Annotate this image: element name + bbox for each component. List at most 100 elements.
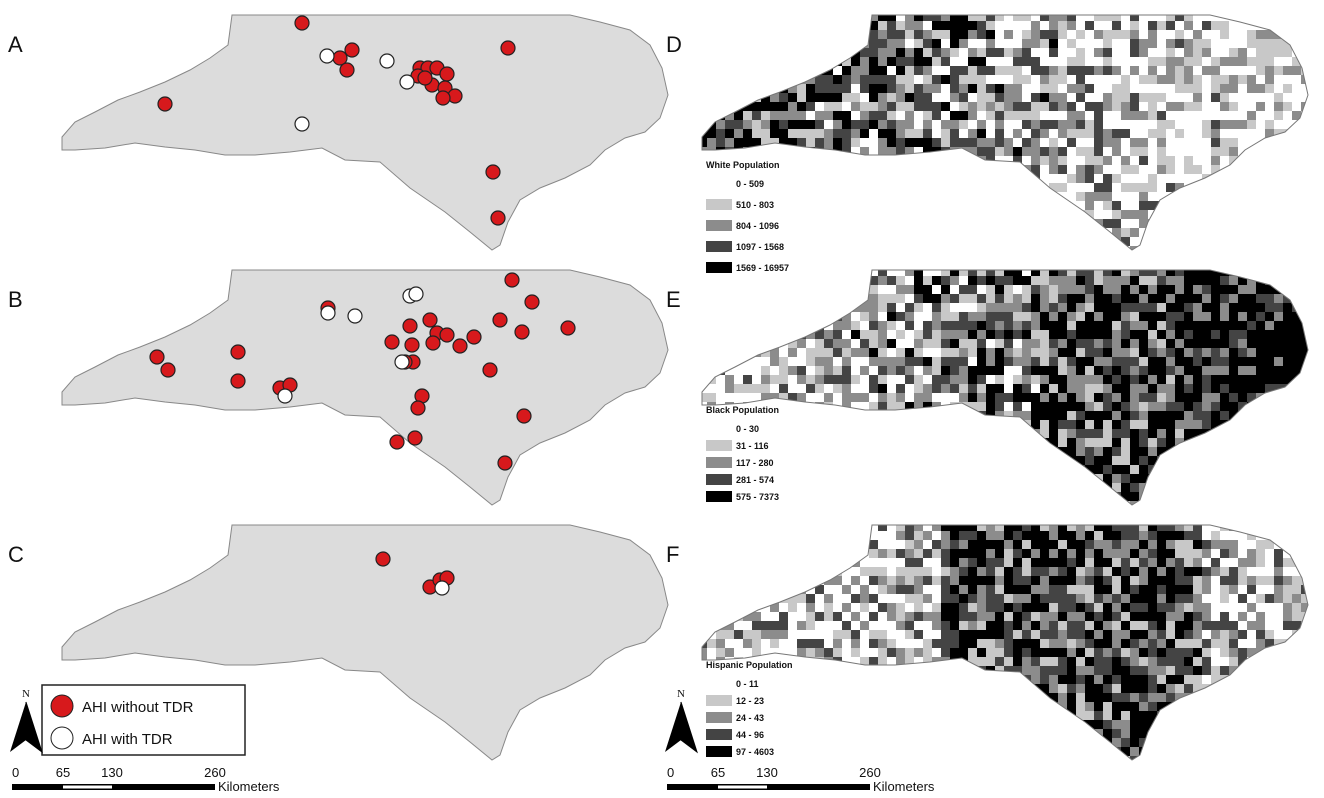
tract <box>968 285 977 294</box>
tract <box>1040 621 1049 630</box>
tract <box>1175 84 1184 93</box>
tract <box>1184 612 1193 621</box>
legend-class: 0 - 30 <box>736 424 759 434</box>
tract <box>1148 567 1157 576</box>
tract <box>1085 294 1094 303</box>
tract <box>1076 438 1085 447</box>
tract <box>1094 165 1103 174</box>
tract <box>1283 57 1292 66</box>
tract <box>1040 39 1049 48</box>
tract <box>1103 30 1112 39</box>
tract <box>1094 321 1103 330</box>
tract <box>914 294 923 303</box>
tract <box>968 594 977 603</box>
tract <box>1202 303 1211 312</box>
tract <box>878 138 887 147</box>
tract <box>1274 303 1283 312</box>
tract <box>1256 540 1265 549</box>
tract <box>1022 567 1031 576</box>
tract <box>914 348 923 357</box>
tract <box>1211 357 1220 366</box>
tract <box>1040 540 1049 549</box>
tract <box>1220 129 1229 138</box>
tract <box>1130 648 1139 657</box>
tract <box>977 303 986 312</box>
tract <box>1112 621 1121 630</box>
tract <box>959 120 968 129</box>
tract <box>761 366 770 375</box>
tract <box>770 639 779 648</box>
tract <box>932 531 941 540</box>
tract <box>923 639 932 648</box>
tract <box>977 66 986 75</box>
tract <box>1004 393 1013 402</box>
tract <box>986 585 995 594</box>
tract <box>842 612 851 621</box>
tract <box>1139 357 1148 366</box>
tract <box>770 102 779 111</box>
tract <box>1166 438 1175 447</box>
tract <box>932 621 941 630</box>
tract <box>905 639 914 648</box>
tract <box>1148 102 1157 111</box>
tract <box>869 612 878 621</box>
tract <box>1283 102 1292 111</box>
tract <box>1031 402 1040 411</box>
tract <box>851 339 860 348</box>
tract <box>1031 102 1040 111</box>
tract <box>1256 39 1265 48</box>
tract <box>1058 576 1067 585</box>
tract <box>905 312 914 321</box>
tract <box>1283 321 1292 330</box>
tract <box>977 75 986 84</box>
tract <box>1067 129 1076 138</box>
tract <box>1238 576 1247 585</box>
tract <box>1175 321 1184 330</box>
tract <box>1157 84 1166 93</box>
case-point <box>493 313 507 327</box>
tract <box>1085 357 1094 366</box>
tract <box>1103 540 1112 549</box>
tract <box>815 366 824 375</box>
tract <box>1202 558 1211 567</box>
tract <box>1175 411 1184 420</box>
tract <box>806 612 815 621</box>
tract <box>1157 375 1166 384</box>
tract <box>1013 57 1022 66</box>
tract <box>905 384 914 393</box>
tract <box>1076 420 1085 429</box>
tract <box>1094 30 1103 39</box>
tract <box>1292 339 1301 348</box>
tract <box>1112 294 1121 303</box>
tract <box>1274 39 1283 48</box>
tract <box>1184 384 1193 393</box>
tract <box>923 129 932 138</box>
tract <box>1148 348 1157 357</box>
tract <box>1247 48 1256 57</box>
tract <box>887 348 896 357</box>
tract <box>1085 339 1094 348</box>
tract <box>1112 567 1121 576</box>
tract <box>1103 630 1112 639</box>
tract <box>1049 621 1058 630</box>
tract <box>1076 165 1085 174</box>
tract <box>1229 648 1238 657</box>
tract <box>1166 93 1175 102</box>
tract <box>1085 120 1094 129</box>
tract <box>887 639 896 648</box>
tract <box>1022 639 1031 648</box>
tract <box>1031 321 1040 330</box>
tract <box>1058 66 1067 75</box>
tract <box>1067 348 1076 357</box>
tract <box>1112 411 1121 420</box>
tract <box>1031 603 1040 612</box>
tract <box>968 375 977 384</box>
tract <box>1004 21 1013 30</box>
tract <box>923 102 932 111</box>
tract <box>1094 411 1103 420</box>
tract <box>1157 66 1166 75</box>
tract <box>1121 567 1130 576</box>
case-point <box>385 335 399 349</box>
tract <box>1031 294 1040 303</box>
tract <box>959 357 968 366</box>
